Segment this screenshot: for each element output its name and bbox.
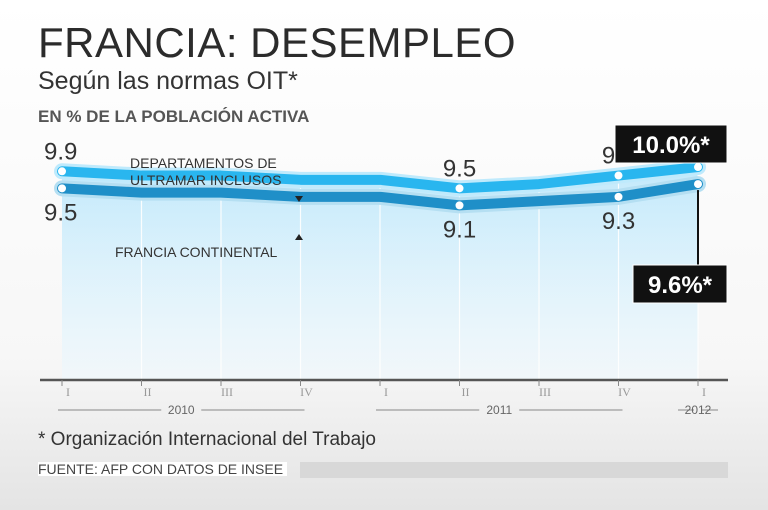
x-tick-label: IV	[300, 385, 313, 399]
x-tick-label: IV	[618, 385, 631, 399]
series-label-dom: DEPARTAMENTOS DE	[130, 155, 277, 171]
year-label: 2011	[486, 403, 512, 417]
data-point	[694, 163, 702, 172]
series-label-metro: FRANCIA CONTINENTAL	[115, 244, 278, 260]
series-line	[57, 162, 703, 194]
data-point	[455, 201, 464, 210]
data-point	[614, 171, 623, 180]
x-tick-label: I	[384, 385, 388, 399]
callout-label-dom: 10.0%*	[632, 132, 710, 159]
chart-title: FRANCIA: DESEMPLEO	[38, 19, 517, 66]
data-point	[455, 184, 464, 193]
footnote: * Organización Internacional del Trabajo	[38, 429, 376, 450]
point-label: 9.5	[443, 155, 476, 182]
callout-box	[614, 124, 728, 164]
year-label: 2010	[168, 403, 195, 417]
x-tick-label: II	[462, 385, 470, 399]
point-label: 9.9	[44, 138, 77, 165]
data-point	[694, 180, 702, 189]
data-point	[614, 192, 623, 201]
point-label: 9.3	[602, 208, 635, 235]
source-bar	[300, 462, 728, 478]
data-point	[58, 167, 66, 176]
series-label-dom: ULTRAMAR INCLUSOS	[130, 172, 281, 188]
series-line	[57, 179, 703, 211]
unit-label: EN % DE LA POBLACIÓN ACTIVA	[38, 107, 310, 126]
series-pointer-up	[295, 234, 303, 240]
source-note: FUENTE: AFP CON DATOS DE INSEE	[38, 462, 288, 476]
point-label: 9.1	[443, 216, 476, 243]
x-tick-label: III	[539, 385, 551, 399]
x-tick-label: III	[221, 385, 233, 399]
point-label: 9.5	[44, 199, 77, 226]
callout-box	[632, 264, 728, 304]
x-tick-label: I	[66, 385, 70, 399]
data-point	[58, 184, 66, 193]
callout-label-metro: 9.6%*	[648, 272, 713, 299]
x-tick-label: II	[144, 385, 152, 399]
chart-subtitle: Según las normas OIT*	[38, 67, 298, 95]
series-pointer-down	[295, 196, 303, 202]
year-label: 2012	[685, 403, 712, 417]
x-tick-label: I	[702, 385, 706, 399]
